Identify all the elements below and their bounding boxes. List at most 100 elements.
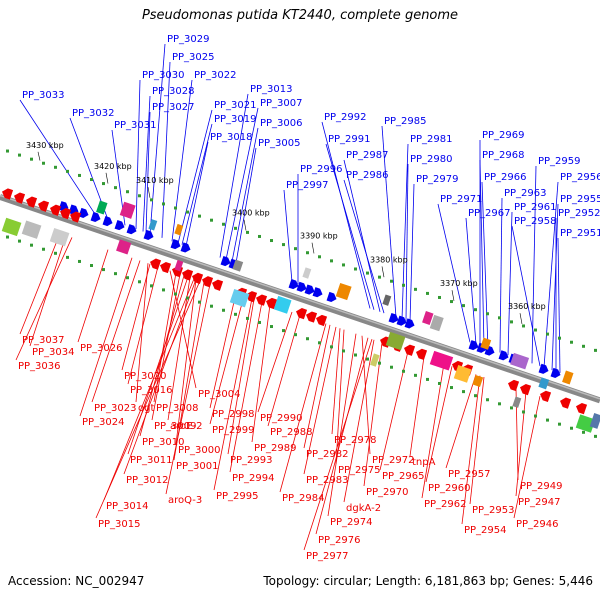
tick-dot-inner bbox=[582, 430, 585, 434]
forward-gene-label: PP_2952 bbox=[558, 208, 600, 219]
tick-dot-outer bbox=[174, 206, 177, 210]
feature-box bbox=[335, 282, 352, 301]
reverse-gene-label: PP_2994 bbox=[232, 473, 275, 484]
reverse-gene-label: PP_3011 bbox=[130, 455, 173, 466]
reverse-gene-arrow-shape bbox=[60, 208, 72, 220]
feature-box-shape bbox=[49, 227, 70, 247]
reverse-gene-label: aroE-2 bbox=[170, 421, 202, 432]
reverse-gene-label-leader bbox=[229, 301, 263, 473]
tick-dot-outer bbox=[294, 247, 297, 251]
feature-box bbox=[538, 377, 550, 390]
reverse-gene-arrow bbox=[256, 294, 268, 306]
reverse-gene-arrow bbox=[212, 279, 224, 291]
feature-box-shape bbox=[174, 259, 184, 272]
forward-gene-arrow-shape bbox=[220, 255, 231, 267]
reverse-gene-arrow bbox=[520, 383, 532, 396]
forward-gene-arrow-shape bbox=[396, 315, 407, 326]
reverse-gene-arrow bbox=[316, 314, 328, 327]
tick-dot-outer bbox=[30, 157, 33, 161]
forward-gene-label: PP_2979 bbox=[416, 174, 459, 185]
tick-dot-outer bbox=[282, 243, 285, 247]
reverse-gene-arrow-shape bbox=[560, 397, 572, 409]
reverse-gene-label: PP_3023 bbox=[94, 403, 137, 414]
reverse-gene-label-leader bbox=[257, 311, 293, 413]
forward-gene-label: PP_2955 bbox=[560, 194, 600, 205]
reverse-gene-label-leader bbox=[153, 272, 177, 403]
reverse-gene-label: PP_2977 bbox=[306, 551, 349, 562]
reverse-gene-label: PP_2978 bbox=[334, 435, 377, 446]
tick-dot-inner bbox=[42, 247, 45, 251]
feature-box bbox=[229, 289, 250, 308]
forward-gene-arrow bbox=[143, 229, 154, 241]
feature-box-shape bbox=[422, 311, 434, 325]
reverse-gene-label: PP_2999 bbox=[212, 425, 255, 436]
tick-dot-inner bbox=[6, 235, 9, 239]
feature-box bbox=[429, 314, 444, 332]
kbp-tick-label: 3420 kbp bbox=[94, 162, 132, 171]
tick-dot-outer bbox=[354, 267, 357, 271]
reverse-gene-arrow-shape bbox=[266, 297, 278, 310]
reverse-gene-label-leader bbox=[303, 324, 331, 449]
forward-gene-label: PP_2986 bbox=[346, 170, 389, 181]
tick-dot-outer bbox=[270, 239, 273, 243]
tick-dot-outer bbox=[546, 332, 549, 336]
reverse-gene-label: PP_3036 bbox=[18, 361, 61, 372]
tick-dot-inner bbox=[270, 325, 273, 329]
tick-dot-outer bbox=[582, 344, 585, 348]
forward-gene-label: PP_3006 bbox=[260, 118, 303, 129]
tick-dot-outer bbox=[78, 173, 81, 177]
forward-gene-label: PP_2997 bbox=[286, 180, 329, 191]
tick-dot-outer bbox=[402, 283, 405, 287]
reverse-gene-arrow bbox=[560, 397, 572, 409]
forward-gene-label-leader bbox=[401, 143, 409, 320]
forward-gene-label-leader bbox=[177, 109, 213, 244]
tick-dot-inner bbox=[102, 268, 105, 272]
tick-dot-outer bbox=[438, 295, 441, 299]
reverse-gene-label: PP_2957 bbox=[448, 469, 491, 480]
tick-dot-outer bbox=[378, 275, 381, 279]
reverse-gene-label-leader bbox=[315, 337, 369, 535]
forward-gene-arrow-shape bbox=[498, 350, 509, 361]
reverse-gene-label: PP_2953 bbox=[472, 505, 515, 516]
kbp-tick-line bbox=[147, 187, 151, 198]
reverse-gene-label: PP_2965 bbox=[382, 471, 425, 482]
reverse-gene-label: PP_2995 bbox=[216, 491, 259, 502]
feature-box-shape bbox=[148, 219, 158, 231]
reverse-gene-arrow-shape bbox=[70, 211, 82, 223]
kbp-tick-label: 3400 kbp bbox=[232, 209, 270, 218]
forward-gene-label: PP_3033 bbox=[22, 90, 65, 101]
feature-box bbox=[453, 364, 472, 383]
reverse-gene-arrow bbox=[60, 208, 72, 220]
feature-box bbox=[174, 259, 184, 272]
reverse-gene-label-leader bbox=[77, 249, 109, 343]
tick-dot-inner bbox=[78, 259, 81, 263]
tick-dot-inner bbox=[150, 284, 153, 288]
forward-gene-label: PP_2966 bbox=[484, 172, 527, 183]
reverse-gene-arrow-shape bbox=[202, 276, 214, 288]
reverse-gene-arrow bbox=[38, 200, 50, 212]
reverse-gene-arrow-shape bbox=[50, 204, 62, 216]
reverse-gene-label-leader bbox=[209, 292, 237, 409]
forward-gene-label: PP_3028 bbox=[152, 86, 195, 97]
reverse-gene-label: dgkA-2 bbox=[346, 503, 381, 514]
reverse-gene-arrow-shape bbox=[246, 291, 258, 303]
forward-gene-label: PP_3027 bbox=[152, 102, 195, 113]
tick-dot-inner bbox=[318, 341, 321, 345]
reverse-gene-label: PP_2983 bbox=[306, 475, 349, 486]
forward-gene-label: PP_2971 bbox=[440, 194, 483, 205]
tick-dot-outer bbox=[162, 202, 165, 206]
tick-dot-inner bbox=[354, 353, 357, 357]
tick-dot-outer bbox=[246, 230, 249, 234]
forward-gene-arrow bbox=[498, 350, 509, 361]
reverse-gene-arrow bbox=[160, 261, 172, 274]
tick-dot-inner bbox=[162, 288, 165, 292]
reverse-gene-label-leader bbox=[165, 284, 211, 495]
forward-gene-label-leader bbox=[343, 179, 385, 314]
feature-box bbox=[302, 267, 312, 279]
reverse-gene-label: tnpA bbox=[412, 457, 436, 468]
tick-dot-outer bbox=[114, 186, 117, 190]
forward-gene-label-leader bbox=[225, 107, 259, 260]
reverse-gene-arrow bbox=[306, 311, 318, 323]
feature-box-shape bbox=[302, 267, 312, 279]
forward-gene-arrow-shape bbox=[326, 291, 337, 303]
